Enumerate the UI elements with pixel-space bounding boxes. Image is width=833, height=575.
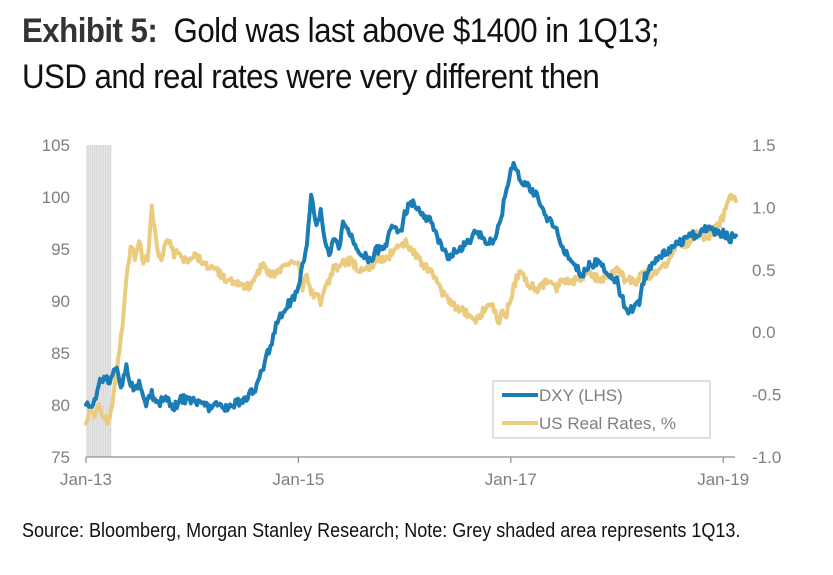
chart-title: Exhibit 5: Gold was last above $1400 in … [22,8,758,100]
y-right-tick-label: 1.0 [752,198,776,217]
exhibit-label: Exhibit 5: [22,12,158,50]
x-tick-label: Jan-13 [60,470,112,489]
series-lines [84,161,738,426]
series-line-us-real-rates [84,192,738,426]
title-line-2: USD and real rates were very different t… [22,58,600,96]
y-left-tick-label: 80 [51,396,70,415]
legend-box [492,380,711,439]
legend: DXY (LHS) US Real Rates, % [492,380,711,439]
y-left-tick-label: 85 [51,344,70,363]
x-tick-label: Jan-17 [485,470,537,489]
legend-label-us-real-rates: US Real Rates, % [539,414,676,433]
y-right-tick-label: 0.5 [752,261,776,280]
y-left-tick-label: 90 [51,292,70,311]
legend-label-dxy: DXY (LHS) [539,386,623,405]
y-left-tick-label: 100 [42,188,70,207]
y-right-tick-label: -1.0 [752,448,781,467]
source-note: Source: Bloomberg, Morgan Stanley Resear… [22,520,741,542]
series-line-dxy [84,161,738,414]
x-tick-label: Jan-19 [697,470,749,489]
title-text-1: Gold was last above $1400 in 1Q13; [173,12,660,50]
y-left-tick-label: 95 [51,240,70,259]
title-line-1: Exhibit 5: Gold was last above $1400 in … [22,8,758,54]
y-left-tick-label: 105 [42,136,70,155]
x-tick-label: Jan-15 [272,470,324,489]
y-left-tick-label: 75 [51,448,70,467]
y-right-tick-label: 0.0 [752,323,776,342]
y-right-tick-label: -0.5 [752,386,781,405]
axes: Jan-13 Jan-15 Jan-17 Jan-19 75 80 85 90 95 100 105… [42,136,782,489]
y-right-tick-label: 1.5 [752,136,776,155]
